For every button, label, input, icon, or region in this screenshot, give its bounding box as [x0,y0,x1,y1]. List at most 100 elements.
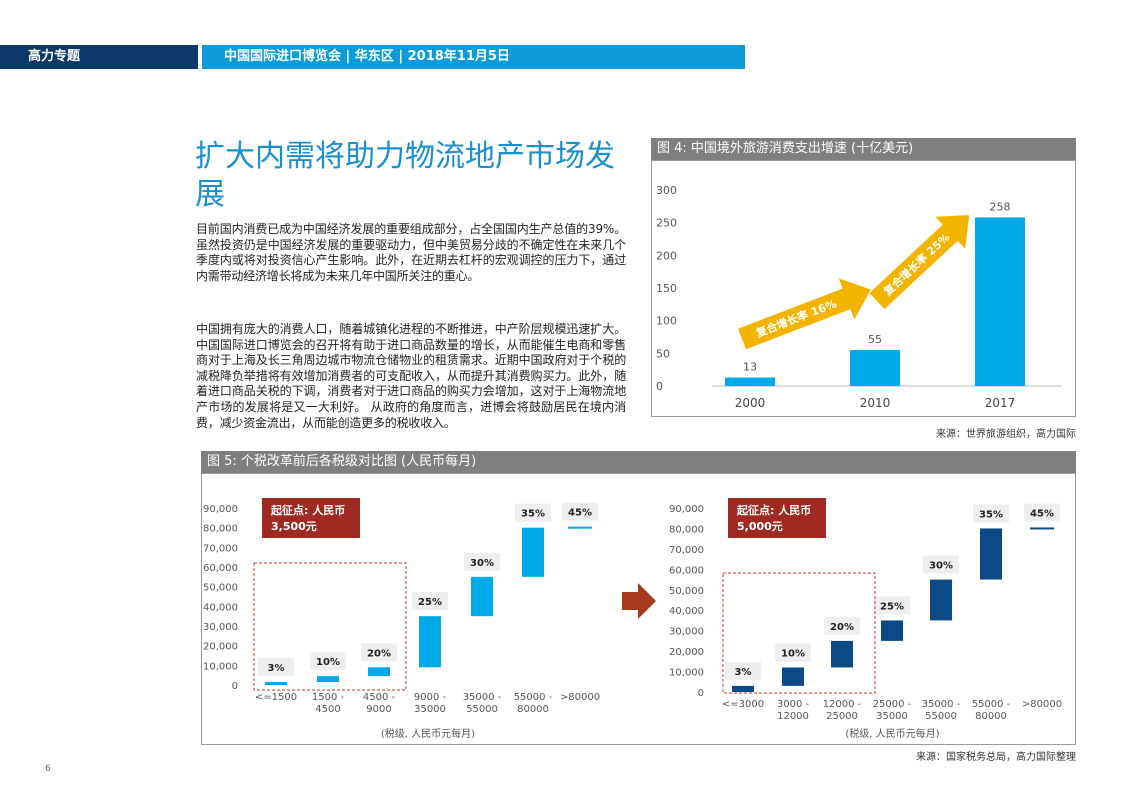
header-event-banner: 中国国际进口博览会 | 华东区 | 2018年11月5日 [202,45,745,69]
figure4-xtick-label: 2017 [985,396,1016,410]
figure5-ytick-label: 40,000 [669,606,704,617]
figure5-ytick-label: 50,000 [203,583,238,594]
figure5-xtick-label: 25000 [826,711,858,722]
figure5-bracket-bar [471,576,493,617]
figure5-rate-label-bg [464,552,500,571]
figure5-xtick-label: <=3000 [722,699,764,710]
figure4-xtick-label: 2010 [860,396,891,410]
figure5-xtick-label: 4500 - [363,692,396,703]
figure4-ytick-label: 200 [656,249,677,262]
figure5-xtick-label: >80000 [1022,699,1062,710]
figure5-xtick-label: 1500 - [312,692,345,703]
figure4-ytick-label: 150 [656,282,677,295]
figure5-xtick-label: 55000 [925,711,957,722]
figure5-xtick-label: 9000 [366,704,391,715]
figure5-xtick-label: >80000 [560,692,600,703]
figure5-bracket-bar [930,579,952,621]
figure5-rate-label: 45% [1030,508,1054,519]
figure4-growth-label-2: 复合增长率 25% [880,230,953,299]
figure5-rate-label-bg [874,596,910,615]
figure5-transition-arrow [622,583,656,619]
figure5-xaxis-label: (税级, 人民币元每月) [381,727,475,740]
figure5-xtick-label: 9000 - [414,692,447,703]
figure5-rate-label: 10% [781,648,805,659]
figure5-ytick-label: 60,000 [669,565,704,576]
figure5-ytick-label: 70,000 [203,543,238,554]
figure5-bracket-bar [782,667,804,686]
figure5-threshold-callout [262,498,360,538]
figure5-ytick-label: 70,000 [669,545,704,556]
figure5-highlight-box [722,572,876,694]
figure4-ytick-label: 250 [656,217,677,230]
figure5-rate-label: 25% [880,601,904,612]
figure5-rate-label: 30% [470,558,494,569]
figure5-bracket-bar [831,640,853,668]
figure5-rate-label-bg [310,652,346,671]
figure5-callout-line-1: 起征点: 人民币 [270,503,345,517]
figure5-highlight-box [253,562,407,691]
figure5-threshold-callout [728,498,826,538]
figure4-growth-arrow-2: 复合增长率 25% [869,215,970,310]
figure5-xtick-label: 25000 - [873,699,912,710]
figure5-rate-label: 30% [929,561,953,572]
figure5-ytick-label: 10,000 [669,668,704,679]
figure5-xtick-label: 35000 [876,711,908,722]
figure4-ytick-label: 300 [656,184,677,197]
figure5-xtick-label: 55000 - [514,692,553,703]
figure5-ytick-label: 0 [698,688,704,699]
figure5-xtick-label: 35000 - [463,692,502,703]
figure5-xtick-label: 12000 [777,711,809,722]
figure4-growth-arrow-1: 复合增长率 16% [738,278,871,350]
figure5-bracket-bar [881,620,903,641]
figure5-rate-label-bg [515,503,551,522]
figure5-ytick-label: 20,000 [203,642,238,653]
figure5-bracket-bar [368,667,390,677]
page-number: 6 [45,764,51,774]
figure4-data-label: 55 [868,333,882,346]
figure5-xtick-label: 3000 - [777,699,810,710]
figure5-bracket-bar [265,682,287,685]
figure5-xtick-label: 35000 - [922,699,961,710]
figure5-rate-label: 3% [268,663,285,674]
figure5-bracket-bar [1030,527,1054,530]
figure5-ytick-label: 10,000 [203,661,238,672]
figure5-bracket-bar [732,685,754,692]
figure5-xtick-label: 4500 [315,704,340,715]
body-paragraph-2: 中国拥有庞大的消费人口，随着城镇化进程的不断推进，中产阶层规模迅速扩大。中国国际… [196,322,626,430]
figure4-data-label: 13 [743,361,757,374]
figure4-source: 来源：世界旅游组织，高力国际 [936,429,1076,440]
figure4-data-label: 258 [990,200,1011,213]
figure5-xtick-label: <=1500 [255,692,297,703]
figure4-bar [725,377,775,386]
figure4-ytick-label: 100 [656,315,677,328]
figure5-ytick-label: 60,000 [203,563,238,574]
figure5-rate-label-bg [725,661,761,680]
figure5-ytick-label: 30,000 [203,622,238,633]
figure5-rate-label-bg [824,616,860,635]
figure4-xtick-label: 2000 [735,396,766,410]
figure5-title: 图 5: 个税改革前后各税级对比图 (人民币每月) [201,451,1076,473]
figure4-ytick-label: 0 [656,380,663,393]
figure5-bracket-bar [317,676,339,683]
figure5-rate-label-bg [775,643,811,662]
figure5-xtick-label: 80000 [517,704,549,715]
figure5-xtick-label: 55000 [466,704,498,715]
figure5-ytick-label: 80,000 [203,524,238,535]
figure5-rate-label-bg [973,504,1009,523]
page-title: 扩大内需将助力物流地产市场发展 [195,139,615,212]
figure5-rate-label: 20% [367,648,391,659]
figure5-rate-label-bg [361,643,397,662]
figure5-rate-label-bg [923,555,959,574]
figure5-rate-label-bg [258,658,294,677]
figure5-ytick-label: 30,000 [669,627,704,638]
figure5-xtick-label: 55000 - [972,699,1011,710]
figure5-bracket-bar [419,616,441,668]
figure5-xtick-label: 35000 [414,704,446,715]
figure5-ytick-label: 40,000 [203,602,238,613]
figure5-ytick-label: 90,000 [669,504,704,515]
figure5-rate-label: 25% [418,597,442,608]
figure5-rate-label: 3% [735,667,752,678]
body-paragraph-1: 目前国内消费已成为中国经济发展的重要组成部分，占全国国内生产总值的39%。虽然投… [196,222,626,283]
figure5-callout-line-2: 5,000元 [737,520,783,533]
figure5-ytick-label: 80,000 [669,524,704,535]
